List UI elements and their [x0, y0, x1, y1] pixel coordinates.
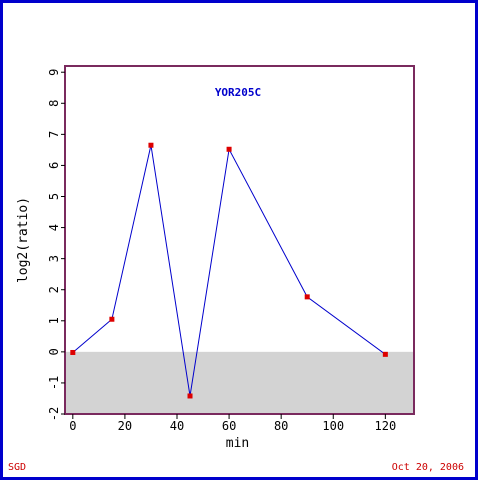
x-tick-label: 40: [170, 419, 184, 433]
x-tick-label: 80: [274, 419, 288, 433]
data-point: [70, 349, 76, 355]
x-axis: 0 20 40 60 80 100 120: [69, 414, 396, 433]
data-point: [304, 294, 310, 300]
y-tick-label: 6: [47, 162, 61, 169]
y-tick-label: 3: [47, 255, 61, 262]
chart-title: YOR205C: [215, 86, 261, 99]
y-tick-label: 2: [47, 286, 61, 293]
y-tick-label: 7: [47, 131, 61, 138]
series-layer: [70, 142, 388, 399]
x-tick-label: 20: [118, 419, 132, 433]
footer-source: SGD: [8, 462, 27, 473]
x-tick-label: 120: [375, 419, 397, 433]
y-axis: -2 -1 0 1 2 3 4 5 6 7 8 9: [47, 69, 65, 421]
x-axis-label: min: [226, 436, 249, 451]
data-point: [109, 316, 115, 322]
footer-date: Oct 20, 2006: [391, 462, 464, 473]
negative-region-band: [65, 351, 414, 414]
y-tick-label: 9: [47, 69, 61, 76]
y-tick-label: 1: [47, 317, 61, 324]
x-tick-label: 0: [69, 419, 76, 433]
y-tick-label: 0: [47, 348, 61, 355]
data-point: [148, 142, 154, 148]
y-tick-label: 4: [47, 224, 61, 231]
x-tick-label: 100: [322, 419, 344, 433]
data-point: [382, 351, 388, 357]
y-tick-label: -2: [47, 407, 61, 421]
y-tick-label: -1: [47, 376, 61, 390]
y-axis-label: log2(ratio): [16, 197, 31, 283]
x-tick-label: 60: [222, 419, 236, 433]
data-point: [226, 146, 232, 152]
y-tick-label: 5: [47, 193, 61, 200]
plot-area-border: [64, 65, 415, 415]
data-point: [187, 393, 193, 399]
y-tick-label: 8: [47, 100, 61, 107]
